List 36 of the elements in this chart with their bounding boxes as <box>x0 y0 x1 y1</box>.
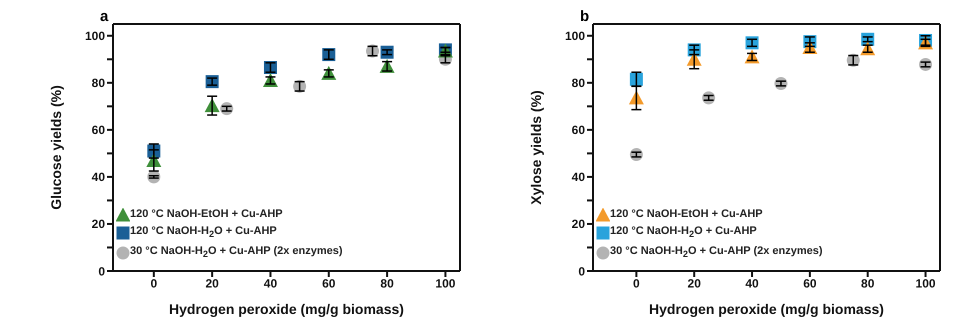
y-tick-label: 20 <box>92 217 106 232</box>
x-tick-label: 20 <box>205 276 220 291</box>
legend-label: 120 °C NaOH-H$_{2}$O + Cu-AHP <box>610 224 757 242</box>
x-tick-label: 60 <box>803 276 817 291</box>
y-tick-label: 0 <box>578 264 586 278</box>
y-axis-title: Xylose yields (%) <box>528 90 544 205</box>
x-tick-label: 80 <box>380 276 394 291</box>
y-tick-label: 100 <box>564 29 586 44</box>
y-tick-label: 20 <box>572 217 586 232</box>
legend-label: 120 °C NaOH-H$_{2}$O + Cu-AHP <box>130 224 277 242</box>
chart-title: b <box>580 8 590 25</box>
y-tick-label: 60 <box>92 123 106 138</box>
x-axis-title: Hydrogen peroxide (mg/g biomass) <box>649 301 884 317</box>
x-tick-label: 20 <box>688 276 702 291</box>
y-tick-label: 80 <box>92 76 106 90</box>
y-tick-label: 100 <box>84 29 106 44</box>
x-tick-label: 40 <box>264 276 278 291</box>
x-tick-label: 40 <box>745 276 760 291</box>
x-axis-title: Hydrogen peroxide (mg/g biomass) <box>169 301 404 317</box>
y-tick-label: 0 <box>98 264 106 278</box>
x-tick-label: 0 <box>150 276 158 291</box>
legend-label: 120 °C NaOH-EtOH + Cu-AHP <box>610 207 763 222</box>
x-tick-label: 80 <box>861 276 875 291</box>
x-tick-label: 0 <box>633 276 640 291</box>
y-tick-label: 40 <box>572 170 586 184</box>
y-axis-title: Glucose yields (%) <box>48 85 64 210</box>
legend-label: 30 °C NaOH-H$_{2}$O + Cu-AHP (2x enzymes) <box>610 244 823 262</box>
y-tick-label: 40 <box>92 170 106 184</box>
x-tick-label: 100 <box>916 276 936 291</box>
chart-title: a <box>100 8 108 25</box>
legend-label: 30 °C NaOH-H$_{2}$O + Cu-AHP (2x enzymes) <box>130 244 343 262</box>
y-tick-label: 80 <box>572 76 586 90</box>
y-tick-label: 60 <box>572 123 586 138</box>
legend-label: 120 °C NaOH-EtOH + Cu-AHP <box>130 207 283 222</box>
x-tick-label: 60 <box>322 276 336 291</box>
x-tick-label: 100 <box>435 276 456 291</box>
